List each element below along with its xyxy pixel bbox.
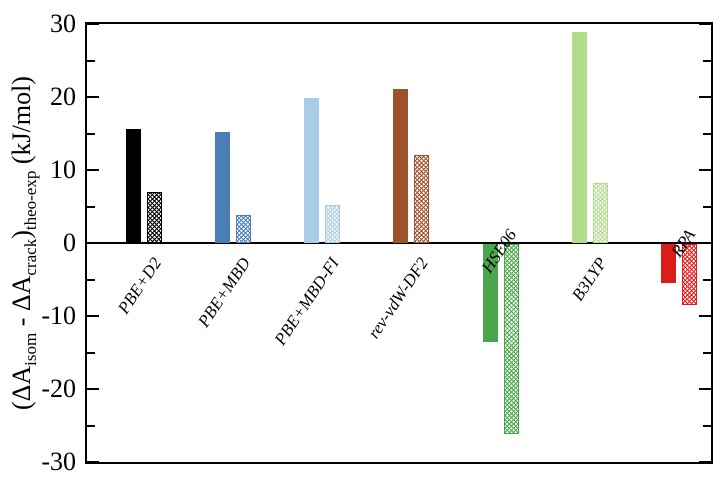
- bar-solid: [126, 129, 141, 243]
- y-tick-major: [699, 169, 711, 171]
- y-tick-major: [87, 315, 99, 317]
- y-tick-minor: [87, 351, 95, 354]
- y-tick-minor: [703, 424, 711, 427]
- bar-hatched: [414, 154, 430, 243]
- bar-hatched: [503, 244, 519, 434]
- y-tick-label: -20: [41, 374, 76, 403]
- y-tick-label: -30: [41, 447, 76, 476]
- y-tick-major: [87, 23, 99, 25]
- y-tick-minor: [87, 424, 95, 427]
- bar-solid: [571, 32, 587, 243]
- y-tick-label: 30: [50, 9, 76, 38]
- y-tick-major: [699, 242, 711, 244]
- plot-area: [85, 22, 713, 464]
- y-tick-label: -10: [41, 301, 76, 330]
- y-tick-minor: [703, 132, 711, 135]
- y-tick-major: [699, 388, 711, 390]
- bar-solid: [393, 88, 409, 243]
- y-tick-major: [87, 388, 99, 390]
- y-tick-minor: [87, 278, 95, 281]
- bar-solid: [304, 98, 320, 243]
- bar-hatched: [325, 205, 341, 243]
- y-tick-label: 10: [50, 155, 76, 184]
- y-tick-minor: [87, 59, 95, 62]
- bar-hatched: [592, 183, 608, 243]
- y-tick-major: [87, 96, 99, 98]
- y-tick-major: [699, 23, 711, 25]
- y-tick-major: [699, 461, 711, 463]
- y-tick-major: [87, 242, 99, 244]
- y-tick-minor: [87, 132, 95, 135]
- y-tick-label: 20: [50, 82, 76, 111]
- y-tick-minor: [87, 205, 95, 208]
- y-tick-major: [87, 461, 99, 463]
- y-tick-minor: [703, 59, 711, 62]
- y-tick-major: [699, 96, 711, 98]
- bar-hatched: [147, 191, 162, 243]
- bar-solid: [660, 244, 676, 284]
- y-tick-minor: [703, 205, 711, 208]
- y-tick-major: [699, 315, 711, 317]
- zero-axis-line: [87, 242, 711, 244]
- bar-solid: [482, 244, 498, 342]
- bar-solid: [215, 132, 231, 243]
- y-tick-major: [87, 169, 99, 171]
- bar-hatched: [681, 244, 697, 305]
- y-axis-tick-labels: 30 20 10 0 -10 -20 -30: [0, 0, 80, 483]
- y-tick-minor: [703, 351, 711, 354]
- y-tick-minor: [703, 278, 711, 281]
- bar-hatched: [236, 215, 252, 243]
- y-tick-label: 0: [63, 228, 76, 257]
